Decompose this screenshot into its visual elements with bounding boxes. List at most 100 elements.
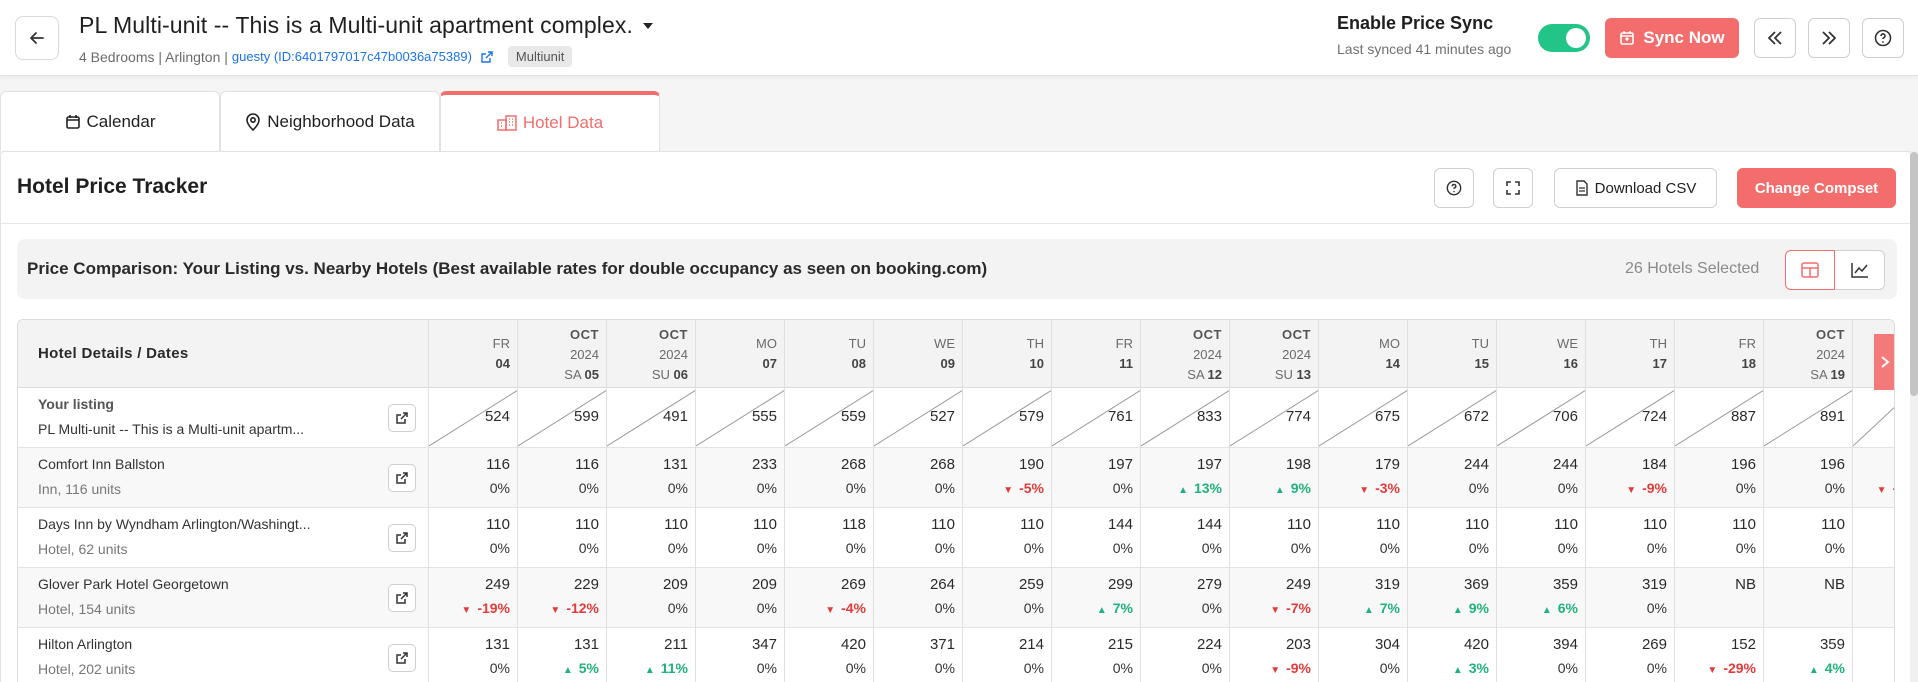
previous-listing-button[interactable]: [1754, 18, 1796, 58]
card-title: Hotel Price Tracker: [17, 175, 208, 198]
date-header-top: OCT: [1816, 327, 1845, 342]
listing-title-row[interactable]: PL Multi-unit -- This is a Multi-unit ap…: [79, 12, 655, 39]
table-row: Glover Park Hotel Georgetown Hotel, 154 u…: [18, 568, 1894, 628]
date-header-mid: TU: [1471, 336, 1489, 351]
price-change: 0%: [757, 540, 777, 556]
price-change: ▲ 3%: [1453, 660, 1489, 676]
hotel-name: Days Inn by Wyndham Arlington/Washingt..…: [38, 516, 311, 532]
change-compset-button[interactable]: Change Compset: [1737, 168, 1896, 208]
listing-price[interactable]: 524: [484, 408, 510, 425]
price-change-value: 0%: [1557, 540, 1578, 556]
listing-price[interactable]: 555: [751, 408, 777, 425]
csv-file-icon: [1575, 180, 1588, 196]
hotel-price: 190: [1018, 456, 1044, 473]
date-header-day: 14: [1319, 354, 1400, 374]
date-header: MO 14: [1319, 320, 1407, 388]
diagonal-divider: [518, 389, 607, 447]
listing-price[interactable]: 891: [1819, 408, 1845, 425]
guesty-link[interactable]: guesty (ID:6401797017c47b0036a75389): [231, 49, 472, 64]
hotel-subtitle: Hotel, 154 units: [38, 601, 136, 617]
date-column: FR 04 524 116 0% 110 0% 249 ▼ -19% 131 0%: [428, 320, 518, 682]
price-change-value: 0%: [934, 600, 955, 616]
diagonal-divider: [963, 389, 1052, 447]
listing-price[interactable]: 833: [1196, 408, 1222, 425]
listing-price[interactable]: 491: [662, 408, 688, 425]
external-link-icon[interactable]: [480, 50, 494, 64]
listing-price[interactable]: 706: [1552, 408, 1578, 425]
price-change-value: 0%: [489, 540, 510, 556]
price-change-value: 0%: [1379, 660, 1400, 676]
hotel-price: 269: [840, 576, 866, 593]
price-sync-toggle[interactable]: [1538, 24, 1590, 52]
listing-price[interactable]: 579: [1018, 408, 1044, 425]
open-hotel-button[interactable]: [388, 524, 416, 552]
hotel-name: Comfort Inn Ballston: [38, 456, 165, 472]
hotel-price: 209: [751, 576, 777, 593]
card-divider: [1, 223, 1911, 224]
listing-price[interactable]: 672: [1463, 408, 1489, 425]
listing-meta: 4 Bedrooms | Arlington |: [79, 48, 228, 65]
hotel-price: 259: [1018, 576, 1044, 593]
info-button[interactable]: [1434, 168, 1474, 208]
download-csv-button[interactable]: Download CSV: [1554, 168, 1717, 208]
listing-price[interactable]: 887: [1730, 408, 1756, 425]
listing-price[interactable]: 724: [1641, 408, 1667, 425]
date-column: TU 08 559 268 0% 118 0% 269 ▼ -4% 420 0%: [784, 320, 874, 682]
hotel-price: 116: [486, 456, 510, 473]
fullscreen-button[interactable]: [1493, 168, 1533, 208]
price-change: 0%: [668, 480, 688, 496]
hotel-price: 211: [664, 636, 688, 653]
price-change-value: -19%: [477, 600, 510, 616]
price-change: ▼ -4%: [825, 600, 866, 616]
page-scrollbar-track[interactable]: [1910, 151, 1918, 682]
date-header-mid: TH: [1649, 336, 1667, 351]
page-scrollbar-thumb[interactable]: [1910, 152, 1918, 396]
hotel-subtitle: Hotel, 62 units: [38, 541, 128, 557]
open-hotel-button[interactable]: [388, 464, 416, 492]
hotel-price: 110: [1376, 516, 1400, 533]
hotel-details-header: Hotel Details / Dates: [38, 345, 189, 362]
open-hotel-button[interactable]: [388, 644, 416, 672]
external-link-icon: [396, 532, 408, 544]
date-header-mid: WE: [1557, 336, 1578, 351]
listing-price[interactable]: 761: [1107, 408, 1133, 425]
table-view-button[interactable]: [1785, 250, 1835, 290]
price-change: ▲ 9%: [1453, 600, 1489, 616]
day-number: 16: [1563, 356, 1578, 371]
date-header-mid: 2024: [1816, 347, 1845, 362]
date-column: OCT 2024 SU 13 774 198 ▲ 9% 110 0% 249 ▼ -7% 203 ▼ -9%: [1229, 320, 1319, 682]
listing-price[interactable]: 675: [1374, 408, 1400, 425]
caret-down-icon[interactable]: [641, 19, 655, 33]
listing-price[interactable]: 599: [573, 408, 599, 425]
hotel-price: 268: [929, 456, 955, 473]
price-change-value: -4%: [841, 600, 866, 616]
arrow-left-icon: [30, 32, 44, 44]
price-sync-block: Enable Price Sync Last synced 41 minutes…: [1337, 13, 1511, 57]
listing-price[interactable]: 527: [929, 408, 955, 425]
chart-view-button[interactable]: [1835, 250, 1885, 290]
day-number: 12: [1207, 367, 1222, 382]
open-hotel-button[interactable]: [388, 584, 416, 612]
sync-now-button[interactable]: Sync Now: [1605, 18, 1739, 58]
help-button[interactable]: [1862, 18, 1904, 58]
listing-price[interactable]: 774: [1285, 408, 1311, 425]
price-change-value: 9%: [1290, 480, 1311, 496]
listing-price[interactable]: 559: [840, 408, 866, 425]
hotel-price: 420: [840, 636, 866, 653]
tab-neighborhood-data[interactable]: Neighborhood Data: [220, 91, 440, 151]
back-button[interactable]: [15, 16, 59, 60]
price-change-value: 3%: [1468, 660, 1489, 676]
next-listing-button[interactable]: [1808, 18, 1850, 58]
date-header-day: 04: [429, 354, 510, 374]
date-header: WE 16: [1497, 320, 1585, 388]
map-pin-icon: [246, 112, 261, 131]
triangle-up-icon: ▲: [1808, 665, 1819, 676]
open-hotel-button[interactable]: [388, 404, 416, 432]
hotel-price: 304: [1374, 636, 1400, 653]
tab-calendar[interactable]: Calendar: [0, 91, 220, 151]
hotel-icon: [497, 115, 517, 131]
tab-hotel-data[interactable]: Hotel Data: [440, 91, 660, 151]
price-change-value: -3%: [1375, 480, 1400, 496]
scroll-dates-right-button[interactable]: [1874, 334, 1894, 390]
hotel-price: 110: [931, 516, 955, 533]
